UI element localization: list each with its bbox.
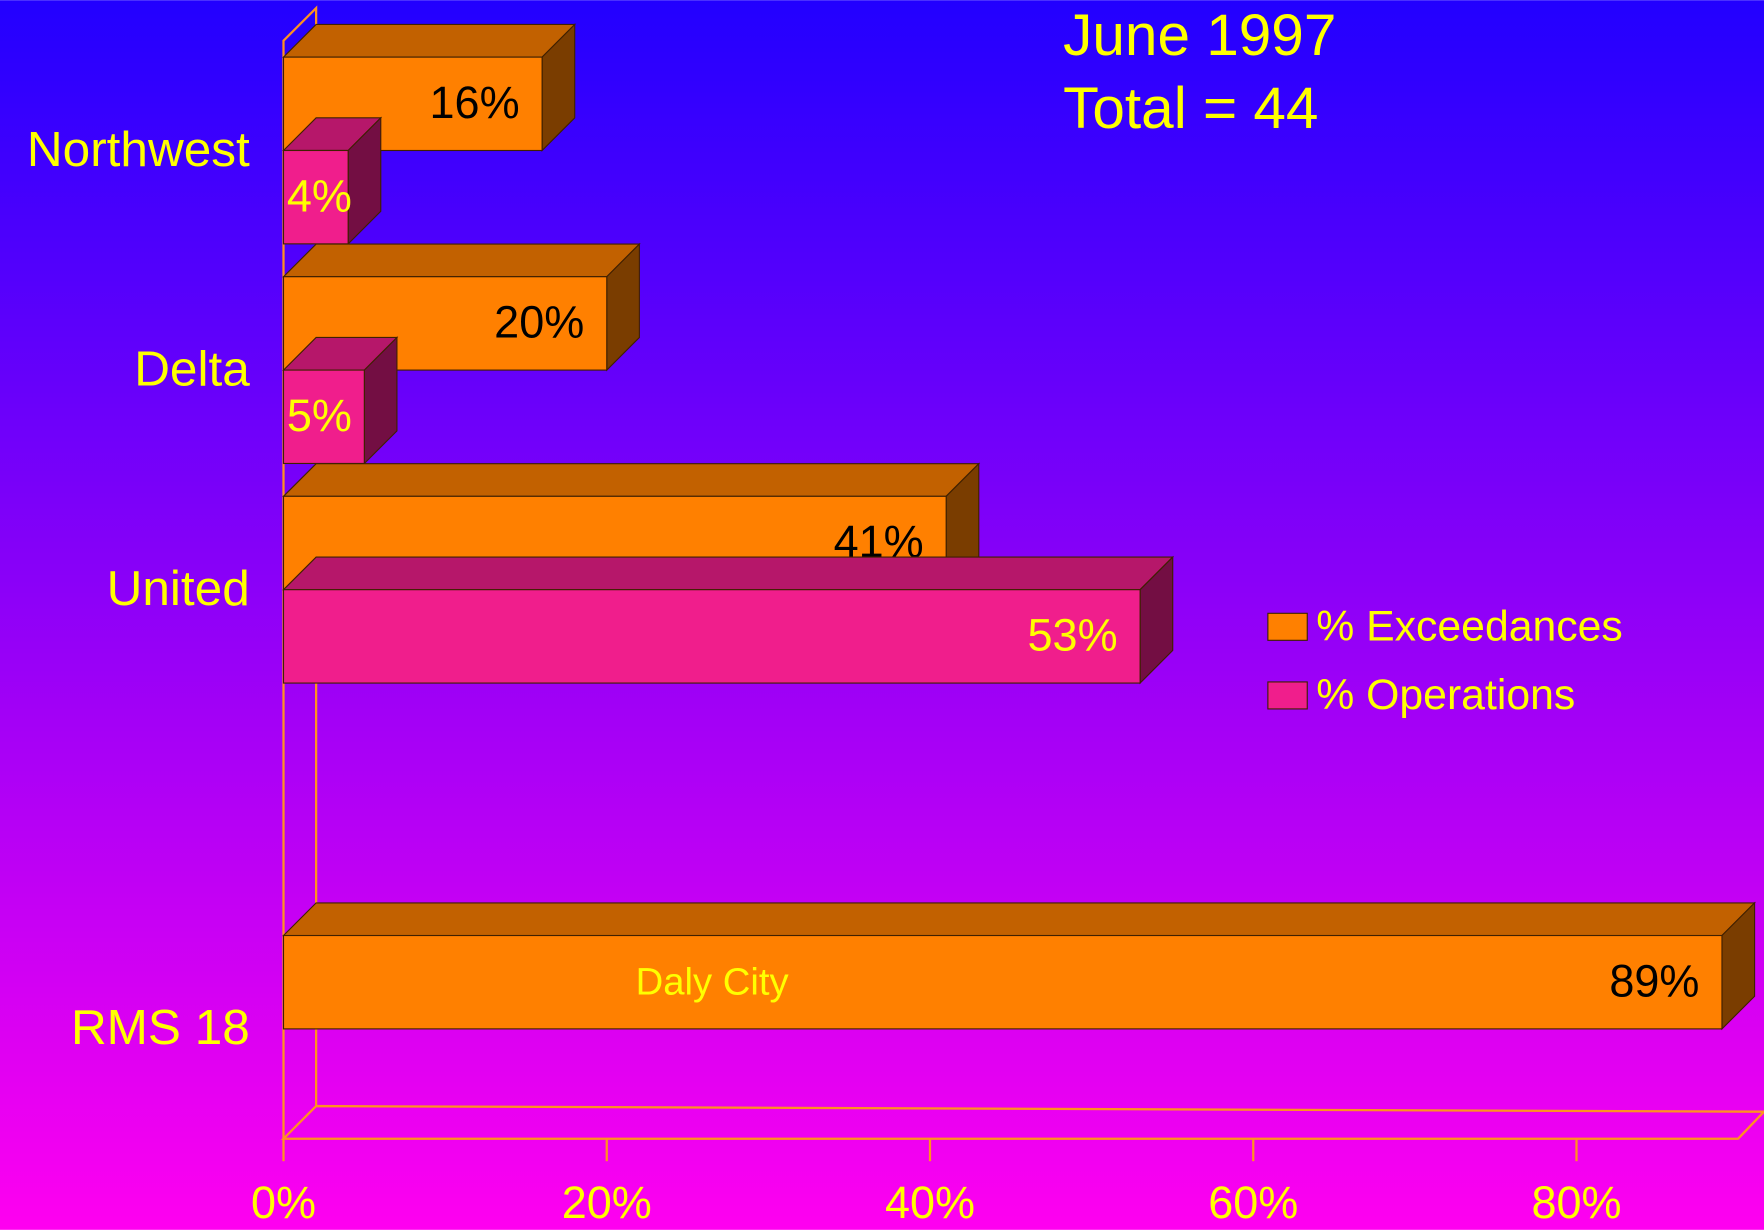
category-label: Delta bbox=[134, 341, 250, 396]
chart-subtitle: Total = 44 bbox=[1063, 76, 1318, 141]
legend-swatch bbox=[1267, 681, 1308, 710]
x-tick-label: 80% bbox=[1531, 1177, 1621, 1228]
value-label: 89% bbox=[1609, 955, 1699, 1006]
bar-top bbox=[282, 243, 641, 278]
legend-label: % Exceedances bbox=[1316, 602, 1623, 650]
bar-top bbox=[282, 23, 577, 58]
x-tick-label: 20% bbox=[562, 1177, 652, 1228]
legend-label: % Operations bbox=[1316, 671, 1575, 719]
x-tick-label: 0% bbox=[251, 1177, 316, 1228]
value-label: 53% bbox=[1028, 610, 1118, 661]
bar bbox=[282, 149, 349, 245]
value-label: 16% bbox=[430, 77, 520, 128]
bar-top bbox=[282, 463, 981, 497]
bar-top bbox=[282, 556, 1175, 591]
category-label: RMS 18 bbox=[71, 1000, 250, 1055]
x-tick-label: 40% bbox=[885, 1177, 975, 1228]
bar bbox=[282, 589, 1141, 684]
bar-top bbox=[282, 902, 1756, 937]
category-label: United bbox=[107, 561, 250, 616]
value-label: 20% bbox=[494, 297, 584, 348]
value-label: 5% bbox=[287, 390, 352, 441]
legend-swatch bbox=[1267, 612, 1308, 641]
bar bbox=[282, 934, 1723, 1030]
annotation: Daly City bbox=[636, 961, 790, 1004]
chart-title: June 1997 bbox=[1063, 3, 1336, 68]
bar bbox=[282, 369, 365, 465]
x-tick-label: 60% bbox=[1208, 1177, 1298, 1228]
category-label: Northwest bbox=[27, 122, 250, 177]
value-label: 4% bbox=[287, 170, 352, 221]
